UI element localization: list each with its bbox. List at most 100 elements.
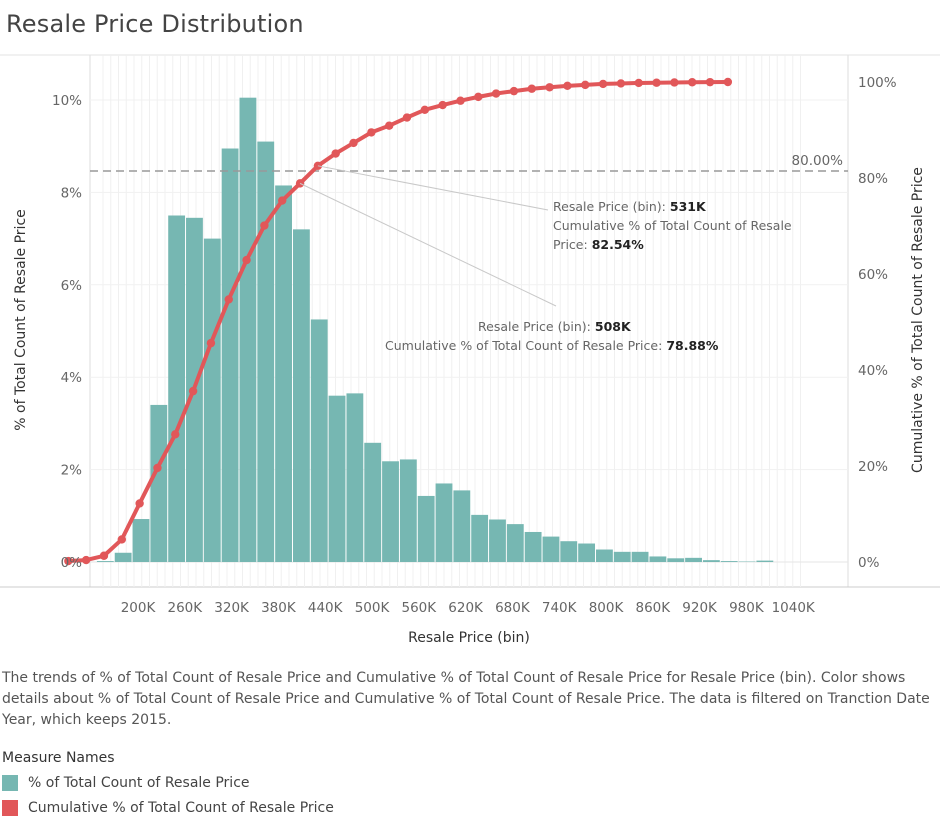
cumulative-point bbox=[581, 80, 590, 90]
cumulative-point bbox=[456, 96, 465, 105]
tooltip-2-line-1: Resale Price (bin): 508K bbox=[478, 319, 632, 334]
bar bbox=[685, 557, 702, 562]
tooltip-2-label-1: Resale Price (bin): bbox=[478, 319, 591, 334]
tooltip-2-value-2: 78.88% bbox=[666, 338, 719, 353]
tooltip-1-line-3: Price: 82.54% bbox=[553, 237, 644, 252]
bar bbox=[489, 519, 506, 562]
cumulative-point bbox=[206, 338, 216, 348]
y-axis-right-title: Cumulative % of Total Count of Resale Pr… bbox=[910, 167, 926, 473]
y-axis-left: 0% 2% 4% 6% 8% 10% bbox=[52, 93, 82, 571]
cumulative-point bbox=[598, 79, 608, 89]
tooltip-2-label-2: Cumulative % of Total Count of Resale Pr… bbox=[385, 338, 662, 353]
legend-swatch-percent bbox=[2, 774, 18, 791]
y-left-tick-label: 2% bbox=[61, 463, 83, 479]
y-left-tick-label: 0% bbox=[61, 555, 83, 571]
x-tick-label: 800K bbox=[589, 600, 625, 616]
cumulative-point bbox=[331, 149, 340, 158]
y-right-tick-label: 100% bbox=[858, 75, 897, 91]
bar bbox=[168, 215, 186, 562]
bar bbox=[239, 97, 257, 562]
tooltip-leader-1 bbox=[317, 165, 549, 211]
x-tick-label: 200K bbox=[121, 600, 157, 616]
bar bbox=[471, 514, 489, 562]
cumulative-point bbox=[224, 295, 233, 304]
x-tick-label: 920K bbox=[682, 600, 718, 616]
bar bbox=[132, 519, 150, 562]
bar bbox=[649, 556, 667, 562]
cumulative-point bbox=[652, 78, 661, 87]
tooltip-1-line-1: Resale Price (bin): 531K bbox=[553, 199, 707, 214]
bar bbox=[542, 536, 560, 562]
cumulative-point bbox=[117, 535, 127, 544]
cumulative-point bbox=[99, 551, 109, 560]
cumulative-point bbox=[705, 77, 715, 87]
tooltips: Resale Price (bin): 531K Cumulative % of T… bbox=[299, 165, 792, 353]
bar bbox=[524, 531, 542, 562]
y-right-tick-label: 60% bbox=[858, 267, 888, 283]
bar bbox=[596, 549, 613, 562]
legend-label-percent: % of Total Count of Resale Price bbox=[28, 774, 250, 791]
cumulative-point bbox=[402, 113, 412, 122]
reference-line-label: 80.00% bbox=[792, 153, 844, 169]
cumulative-point bbox=[438, 100, 447, 110]
bar bbox=[221, 148, 239, 562]
bar bbox=[399, 459, 417, 562]
cumulative-point bbox=[135, 499, 144, 508]
cumulative-point bbox=[64, 556, 73, 566]
bar bbox=[756, 560, 774, 562]
x-tick-label: 560K bbox=[401, 600, 437, 616]
y-left-tick-label: 10% bbox=[52, 93, 82, 109]
cumulative-point bbox=[188, 386, 198, 396]
bar bbox=[435, 483, 453, 562]
cumulative-line bbox=[64, 77, 733, 566]
tooltip-1-value-1: 531K bbox=[670, 199, 707, 214]
x-tick-label: 740K bbox=[542, 600, 578, 616]
bar bbox=[364, 442, 382, 562]
x-tick-label: 620K bbox=[448, 600, 484, 616]
cumulative-point bbox=[563, 81, 572, 91]
bar bbox=[96, 561, 114, 562]
cumulative-point bbox=[527, 84, 536, 93]
reference-line: 80.00% bbox=[90, 153, 848, 172]
cumulative-point bbox=[260, 221, 269, 230]
bar bbox=[417, 495, 435, 562]
cumulative-point bbox=[509, 86, 519, 96]
chart: 80.00% 200K 260K 320K 380K 440K 500K 560K 620K 6… bbox=[0, 54, 940, 646]
y-right-tick-label: 80% bbox=[858, 171, 888, 187]
y-right-tick-label: 0% bbox=[858, 555, 880, 571]
cumulative-point bbox=[474, 92, 483, 102]
y-left-tick-label: 8% bbox=[61, 185, 83, 201]
bar bbox=[346, 393, 364, 562]
bar bbox=[506, 524, 524, 562]
y-left-tick-label: 4% bbox=[61, 370, 83, 386]
y-axis-left-title: % of Total Count of Resale Price bbox=[13, 209, 29, 431]
tooltip-leader-2 bbox=[299, 182, 557, 307]
legend: Measure Names % of Total Count of Resale… bbox=[2, 750, 334, 820]
cumulative-point bbox=[367, 128, 376, 137]
bar bbox=[275, 185, 292, 562]
bar bbox=[702, 560, 720, 562]
cumulative-point bbox=[688, 78, 697, 87]
x-tick-label: 680K bbox=[495, 600, 531, 616]
x-tick-label: 860K bbox=[635, 600, 671, 616]
cumulative-point bbox=[670, 78, 679, 87]
bar bbox=[613, 551, 631, 562]
tooltip-2-value-1: 508K bbox=[595, 319, 632, 334]
legend-item-percent[interactable]: % of Total Count of Resale Price bbox=[2, 770, 334, 795]
bar bbox=[310, 319, 328, 562]
bar bbox=[114, 552, 132, 562]
x-tick-label: 980K bbox=[729, 600, 765, 616]
cumulative-point bbox=[278, 196, 287, 205]
x-tick-label: 320K bbox=[214, 600, 250, 616]
cumulative-point bbox=[242, 255, 251, 265]
cumulative-point bbox=[723, 77, 733, 87]
bar bbox=[203, 238, 221, 562]
tooltip-1-label-3: Price: bbox=[553, 237, 588, 252]
x-axis: 200K 260K 320K 380K 440K 500K 560K 620K 680K 740K… bbox=[121, 600, 816, 616]
tooltip-1-label-1: Resale Price (bin): bbox=[553, 199, 666, 214]
bar bbox=[150, 404, 168, 562]
legend-item-cumulative[interactable]: Cumulative % of Total Count of Resale Pr… bbox=[2, 795, 334, 820]
cumulative-point bbox=[616, 79, 626, 88]
chart-title: Resale Price Distribution bbox=[6, 10, 304, 38]
cumulative-point bbox=[491, 89, 501, 98]
